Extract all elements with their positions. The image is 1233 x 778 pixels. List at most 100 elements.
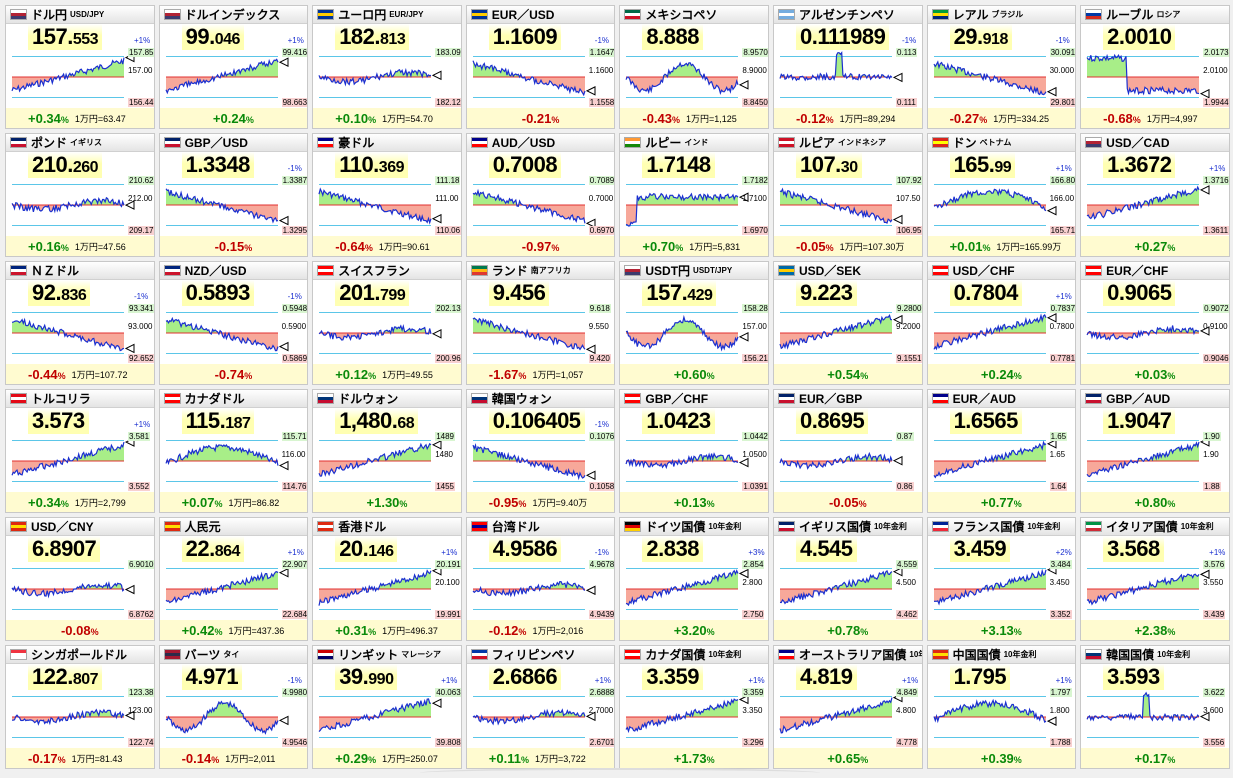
flag-icon xyxy=(1085,9,1103,20)
tile-footer: -0.68% 1万円=4,997 xyxy=(1081,108,1229,128)
price-line xyxy=(11,57,125,93)
low-label: 1.88 xyxy=(1203,482,1221,491)
rate-tile[interactable]: 台湾ドル 4.9586 4.9678 4.9439 -1% -0.12% 1万円=2,016 xyxy=(465,517,616,641)
flag-icon xyxy=(624,137,642,148)
change-percent: +0.27% xyxy=(1134,238,1176,254)
rate-tile[interactable]: ドン ベトナム 165.99 166.80 166.00 165.71 +1% +0.01% 1… xyxy=(926,133,1077,257)
current-price: 1,480.68 xyxy=(335,408,419,434)
rate-tile[interactable]: EUR／GBP 0.8695 0.87 0.86 -0.05% xyxy=(772,389,923,513)
low-label: 3.296 xyxy=(742,738,765,747)
high-label: 0.87 xyxy=(895,432,914,441)
rate-tile[interactable]: カナダドル 115.187 115.71 116.00 114.76 +0.07% 1万円=… xyxy=(158,389,309,513)
rate-tile[interactable]: 人民元 22.864 22.907 22.684 +1% +0.42% 1万円=437.36 xyxy=(158,517,309,641)
percent-tag: -1% xyxy=(287,676,302,685)
flag-icon xyxy=(931,137,949,148)
rate-tile[interactable]: NZD／USD 0.5893 0.5948 0.5900 0.5869 -1% -0.74% xyxy=(158,261,309,385)
low-label: 9.420 xyxy=(588,354,611,363)
rate-tile[interactable]: ドル円 USD/JPY 157.553 157.85 157.00 156.44 +1% +0… xyxy=(5,5,155,129)
rate-tile[interactable]: EUR／USD 1.1609 1.1647 1.1600 1.1558 -1% -0.21% xyxy=(465,5,616,129)
high-label: 1.0442 xyxy=(742,432,768,441)
rate-tile[interactable]: ルーブル ロシア 2.0010 2.0173 2.0100 1.9944 -0.68% 1万円… xyxy=(1080,5,1230,129)
area-fill xyxy=(1087,589,1200,605)
rate-tile[interactable]: ドルウォン 1,480.68 1489 1480 1455 +1.30% xyxy=(312,389,462,513)
rate-tile[interactable]: GBP／USD 1.3348 1.3387 1.3295 -1% -0.15% xyxy=(158,133,309,257)
rate-tile[interactable]: リンギット マレーシア 39.990 40.063 39.808 +1% +0.29% 1万円… xyxy=(312,645,462,769)
price-line xyxy=(779,314,893,350)
rate-tile[interactable]: ＮＺドル 92.836 93.341 93.000 92.652 -1% -0.44% 1万円… xyxy=(5,261,155,385)
rate-tile[interactable]: USD／CHF 0.7804 0.7837 0.7800 0.7781 +1% +0.24% xyxy=(926,261,1077,385)
instrument-name: EUR／USD xyxy=(491,8,555,22)
rate-tile[interactable]: 韓国ウォン 0.106405 0.1076 0.1058 -1% -0.95% 1万円=9.… xyxy=(465,389,616,513)
rate-tile[interactable]: USD／CAD 1.3672 1.3716 1.3611 +1% +0.27% xyxy=(1080,133,1230,257)
current-price: 92.836 xyxy=(28,280,91,306)
current-price: 107.30 xyxy=(795,152,862,178)
instrument-name: シンガポールドル xyxy=(31,648,128,662)
high-label: 20.191 xyxy=(435,560,461,569)
rate-tile[interactable]: 中国国債 10年金利 1.795 1.797 1.800 1.788 +1% +0.39% xyxy=(926,645,1077,769)
current-price-marker xyxy=(585,470,596,481)
rate-tile[interactable]: 韓国国債 10年金利 3.593 3.622 3.600 3.556 +0.17% xyxy=(1080,645,1230,769)
current-price-marker xyxy=(1046,205,1057,216)
high-label: 1.3387 xyxy=(281,176,308,185)
tile-header: ルピー インド xyxy=(620,134,768,152)
tile-footer: +1.73% xyxy=(620,748,768,768)
rate-tile[interactable]: EUR／AUD 1.6565 1.65 1.65 1.64 +0.77% xyxy=(926,389,1077,513)
tile-footer: +0.24% xyxy=(159,108,308,128)
price-chart xyxy=(1086,567,1210,611)
current-price: 4.819 xyxy=(795,664,857,690)
current-price-marker xyxy=(585,585,596,596)
rate-tile[interactable]: フィリピンペソ 2.6866 2.6888 2.7000 2.6701 +1% +0.11%… xyxy=(465,645,616,769)
high-label: 0.1076 xyxy=(588,432,615,441)
rate-tile[interactable]: ドイツ国債 10年金利 2.838 2.854 2.800 2.750 +3% +3.20% xyxy=(619,517,769,641)
rate-tile[interactable]: USDT円 USDT/JPY 157.429 158.28 157.00 156.21 +0… xyxy=(619,261,769,385)
high-label: 2.6888 xyxy=(588,688,615,697)
price-chart xyxy=(318,311,442,355)
percent-tag: +2% xyxy=(1055,548,1072,557)
tile-footer: +0.17% xyxy=(1081,748,1229,768)
rate-tile[interactable]: ドルインデックス 99.046 99.416 98.663 +1% +0.24% xyxy=(158,5,309,129)
area-fill xyxy=(12,319,124,333)
price-chart xyxy=(933,438,1057,483)
mid-label: 9.2000 xyxy=(895,322,921,331)
rate-tile[interactable]: アルゼンチンペソ 0.111989 0.113 0.111 -1% -0.12% 1万円=8… xyxy=(772,5,923,129)
high-label: 1489 xyxy=(435,432,455,441)
instrument-name: USD／CNY xyxy=(31,520,94,534)
rate-tile[interactable]: フランス国債 10年金利 3.459 3.484 3.450 3.352 +2% +3.13% xyxy=(926,517,1077,641)
high-label: 40.063 xyxy=(435,688,461,697)
rate-tile[interactable]: オーストラリア国債10年金利4.8194.8494.8004.778+1%+0.… xyxy=(772,645,923,769)
rate-tile[interactable]: ランド 南アフリカ 9.456 9.618 9.550 9.420 -1.67% 1万円=1,… xyxy=(465,261,616,385)
mid-label: 123.00 xyxy=(128,706,153,715)
rate-tile[interactable]: GBP／CHF 1.0423 1.0442 1.0500 1.0391 +0.13% xyxy=(619,389,769,513)
change-percent: +0.24% xyxy=(980,366,1022,382)
rate-tile[interactable]: スイスフラン 201.799 202.13 200.96 +0.12% 1万円=49.55 xyxy=(312,261,462,385)
rate-tile[interactable]: イギリス国債 10年金利 4.545 4.559 4.500 4.462 +0.78% xyxy=(772,517,923,641)
change-percent: -0.21% xyxy=(521,110,560,126)
rate-tile[interactable]: カナダ国債 10年金利 3.359 3.359 3.350 3.296 +1% +1.73% xyxy=(619,645,769,769)
rate-tile[interactable]: ユーロ円 EUR/JPY 182.813 183.09 182.12 +0.10% 1万円=… xyxy=(312,5,462,129)
rate-tile[interactable]: シンガポールドル 122.807 123.38 123.00 122.74 -0.17% 1… xyxy=(5,645,155,769)
rate-tile[interactable]: AUD／USD 0.7008 0.7089 0.7000 0.6970 -0.97% xyxy=(465,133,616,257)
rate-tile[interactable]: 香港ドル 20.146 20.191 20.100 19.991 +1% +0.31% 1万円… xyxy=(312,517,462,641)
rate-tile[interactable]: レアル ブラジル 29.918 30.091 30.000 29.801 -1% -0.27%… xyxy=(926,5,1077,129)
rate-tile[interactable]: ポンド イギリス 210.260 210.62 212.00 209.17 +0.16% 1万… xyxy=(5,133,155,257)
tile-footer: +0.29% 1万円=250.07 xyxy=(313,748,461,768)
rate-tile[interactable]: USD／SEK 9.223 9.2800 9.2000 9.1551 +0.54% xyxy=(772,261,923,385)
rate-tile[interactable]: USD／CNY 6.8907 6.9010 6.8762 -0.08% xyxy=(5,517,155,641)
price-chart xyxy=(472,567,596,611)
price-main: 0.111989 xyxy=(799,24,886,49)
rate-tile[interactable]: ルピア インドネシア 107.30 107.92 107.50 106.95 -0.05% 1… xyxy=(772,133,923,257)
area-fill xyxy=(1087,441,1200,461)
price-main: 29. xyxy=(953,24,984,49)
rate-tile[interactable]: イタリア国債 10年金利 3.568 3.576 3.550 3.439 +1% +2.38% xyxy=(1080,517,1230,641)
price-line xyxy=(318,569,432,606)
rate-tile[interactable]: EUR／CHF 0.9065 0.9072 0.9100 0.9046 +0.03% xyxy=(1080,261,1230,385)
rate-tile[interactable]: バーツ タイ 4.971 4.9980 4.9546 -1% -0.14% 1万円=2,011 xyxy=(158,645,309,769)
rate-tile[interactable]: トルコリラ 3.573 3.581 3.552 +1% +0.34% 1万円=2,799 xyxy=(5,389,155,513)
rate-tile[interactable]: ルピー インド 1.7148 1.7182 1.7100 1.6970 +0.70% 1万円=… xyxy=(619,133,769,257)
percent-tag: -1% xyxy=(594,420,610,429)
rate-tile[interactable]: メキシコペソ 8.888 8.9570 8.9000 8.8450 -0.43% 1万円=1… xyxy=(619,5,769,129)
rate-tile[interactable]: 豪ドル 110.369 111.18 111.00 110.06 -0.64% 1万円=90… xyxy=(312,133,462,257)
low-label: 29.801 xyxy=(1049,98,1076,107)
rate-tile[interactable]: GBP／AUD 1.9047 1.90 1.90 1.88 +0.80% xyxy=(1080,389,1230,513)
area-fill xyxy=(472,461,585,478)
